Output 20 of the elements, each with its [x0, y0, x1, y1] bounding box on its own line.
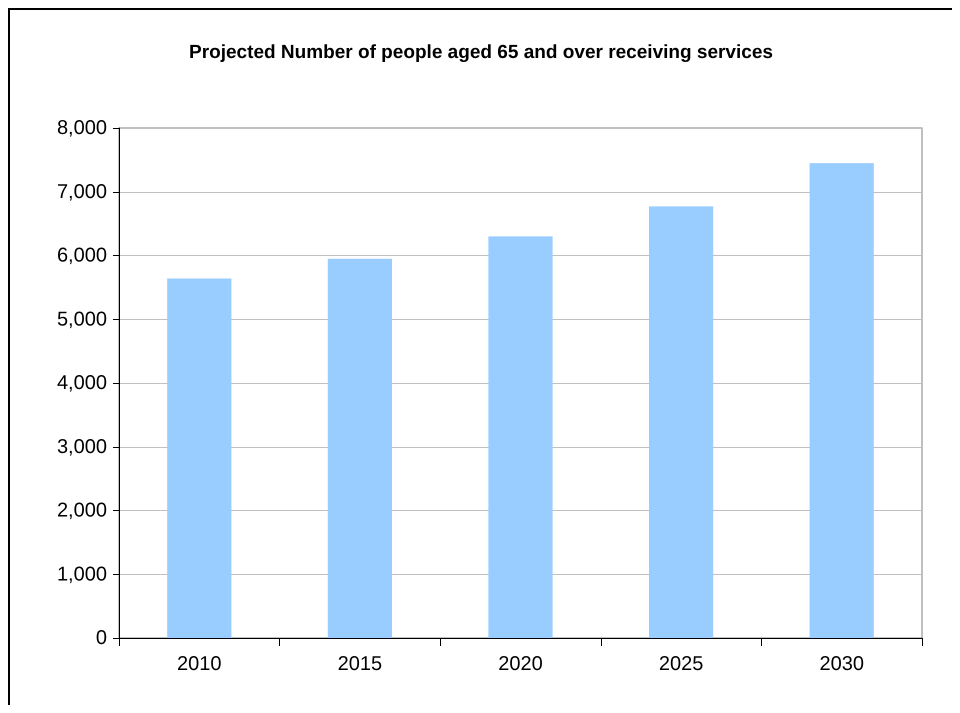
- y-tick-label: 5,000: [56, 308, 107, 330]
- bar: [167, 278, 232, 638]
- y-tick-label: 6,000: [56, 244, 107, 266]
- x-tick-label: 2010: [177, 653, 222, 675]
- bar: [488, 236, 553, 638]
- y-tick-label: 1,000: [56, 563, 107, 586]
- bar: [648, 206, 714, 638]
- y-tick-label: 7,000: [56, 180, 107, 203]
- chart-title: Projected Number of people aged 65 and over receiving services: [189, 42, 773, 63]
- y-tick-label: 4,000: [56, 372, 107, 394]
- x-tick-label: 2015: [338, 653, 382, 675]
- y-tick-label: 3,000: [56, 436, 107, 458]
- y-tick-label: 0: [96, 627, 107, 649]
- x-tick-label: 2025: [658, 653, 704, 675]
- x-tick-label: 2020: [498, 653, 543, 675]
- bar: [328, 258, 392, 638]
- y-tick-label: 2,000: [56, 500, 107, 522]
- x-tick-label: 2030: [819, 653, 864, 675]
- bar: [810, 163, 874, 638]
- y-tick-label: 8,000: [56, 117, 107, 139]
